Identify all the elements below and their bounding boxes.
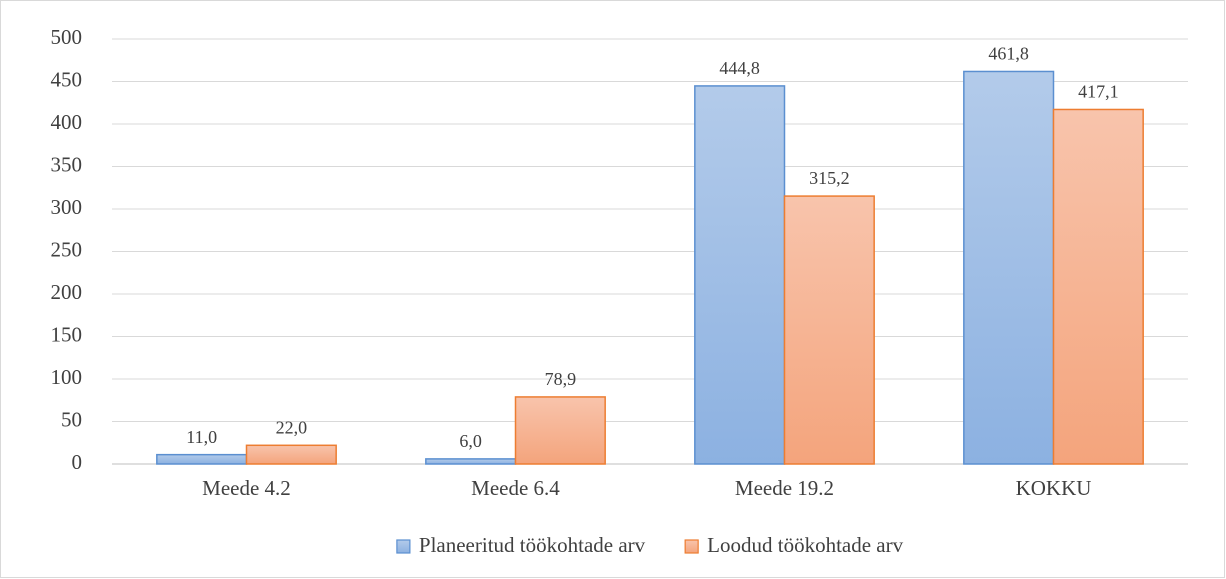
- data-label: 315,2: [809, 168, 850, 188]
- y-tick-label: 400: [51, 110, 83, 134]
- bar: [963, 70, 1055, 465]
- data-label: 444,8: [719, 58, 760, 78]
- y-tick-label: 300: [51, 195, 83, 219]
- y-tick-label: 200: [51, 280, 83, 304]
- bar: [514, 396, 606, 465]
- y-tick-label: 350: [51, 152, 83, 176]
- bar: [694, 85, 786, 465]
- x-tick-label: Meede 4.2: [202, 476, 291, 500]
- legend-swatch: [396, 539, 411, 554]
- bar: [1052, 108, 1144, 465]
- data-label: 11,0: [186, 427, 217, 447]
- y-tick-label: 150: [51, 322, 83, 346]
- y-tick-label: 0: [72, 450, 83, 474]
- y-tick-label: 100: [51, 365, 83, 389]
- bar: [245, 444, 337, 465]
- x-tick-label: KOKKU: [1016, 476, 1092, 500]
- legend-label: Loodud töökohtade arv: [707, 533, 903, 557]
- bar: [425, 458, 517, 465]
- data-label: 6,0: [459, 431, 482, 451]
- data-label: 461,8: [988, 44, 1029, 64]
- legend-label: Planeeritud töökohtade arv: [419, 533, 646, 557]
- y-tick-label: 450: [51, 67, 83, 91]
- y-tick-label: 500: [51, 25, 83, 49]
- y-tick-label: 250: [51, 237, 83, 261]
- y-tick-label: 50: [61, 407, 82, 431]
- bar: [783, 195, 875, 465]
- x-tick-label: Meede 6.4: [471, 476, 560, 500]
- legend-swatch: [684, 539, 699, 554]
- data-label: 417,1: [1078, 82, 1119, 102]
- bar: [156, 453, 248, 465]
- data-label: 78,9: [545, 369, 577, 389]
- data-label: 22,0: [276, 417, 308, 437]
- x-tick-label: Meede 19.2: [735, 476, 834, 500]
